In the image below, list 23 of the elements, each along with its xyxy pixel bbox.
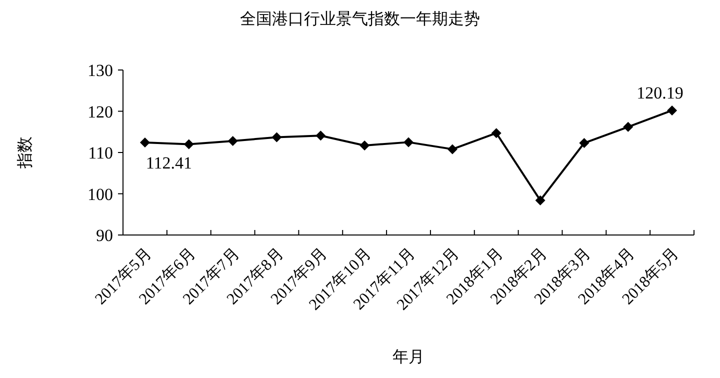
data-label: 120.19 xyxy=(636,83,684,102)
point xyxy=(272,132,282,142)
point xyxy=(667,105,678,116)
y-axis-title: 指数 xyxy=(16,136,34,170)
point xyxy=(447,144,458,154)
data-label: 112.41 xyxy=(146,154,192,173)
point xyxy=(491,128,502,138)
y-tick-label: 90 xyxy=(96,226,113,245)
chart-title: 全国港口行业景气指数一年期走势 xyxy=(240,10,480,28)
point xyxy=(623,122,634,132)
y-tick-label: 100 xyxy=(88,184,113,204)
point xyxy=(140,138,150,148)
y-tick-label: 120 xyxy=(88,102,113,122)
y-tick-label: 130 xyxy=(88,61,113,80)
point xyxy=(184,139,194,150)
point xyxy=(360,140,370,150)
point xyxy=(228,136,238,146)
point xyxy=(579,138,590,148)
point xyxy=(535,195,546,206)
point xyxy=(404,137,414,148)
point xyxy=(316,130,326,141)
y-tick-label: 110 xyxy=(88,144,113,162)
x-axis-title: 年月 xyxy=(392,349,424,366)
